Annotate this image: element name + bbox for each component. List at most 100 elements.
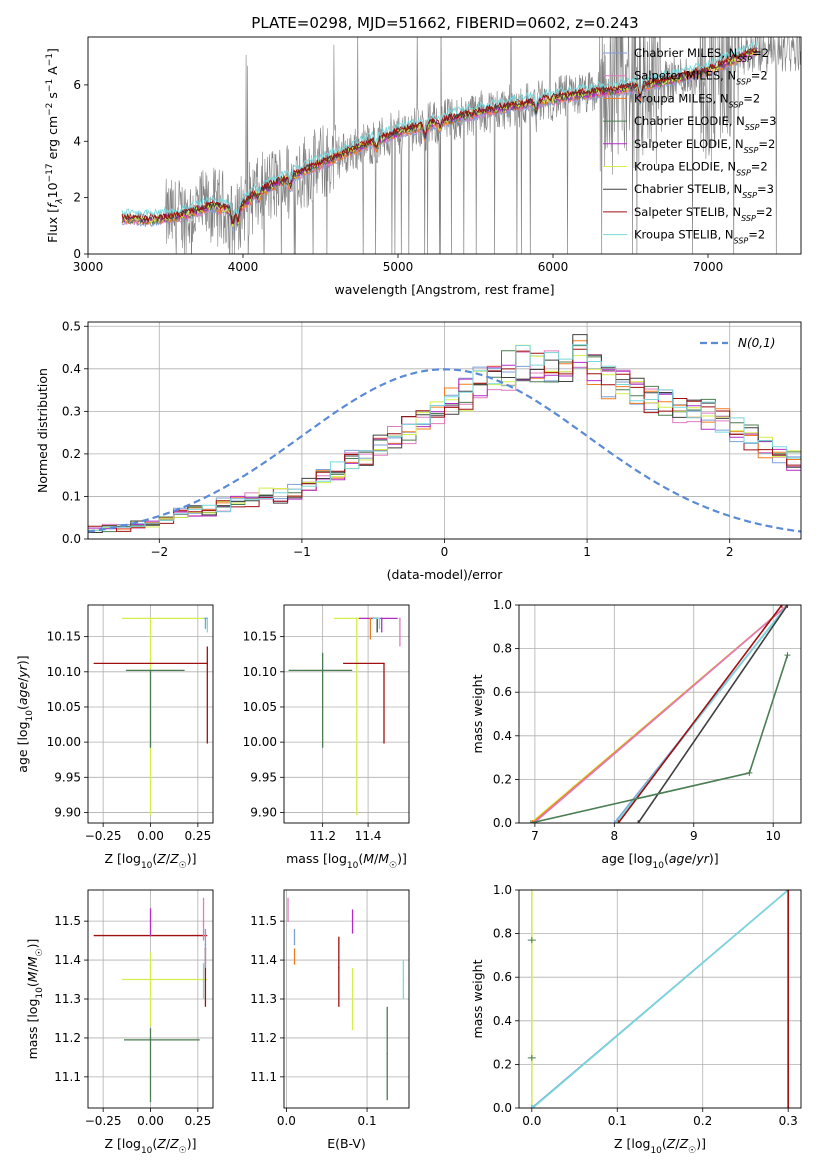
mass_vs_EBV-axes: 0.0 0.1 11.1 11.2 11.3 11.4 11.5 E(B-V) [250, 890, 409, 1151]
mass-weight-marker [615, 820, 622, 823]
y-tick-label: 2 [73, 191, 81, 205]
y-tick-label: 11.5 [54, 914, 81, 928]
data-point [321, 669, 324, 672]
data-point [293, 943, 296, 946]
mass-weight-marker [635, 820, 642, 823]
age_vs_Z-xlabel: Z [log10(Z/Z☉)] [104, 851, 196, 871]
data-point [149, 934, 152, 937]
data-point [338, 967, 340, 969]
y-tick-label: 0.2 [493, 1057, 512, 1071]
spectrum-axes: 3000 4000 5000 6000 7000 0 2 4 6 wavelength [Angs… [45, 48, 723, 297]
model-spectrum-kroupa-stelib [121, 41, 758, 218]
y-tick-label: 0.6 [493, 685, 512, 699]
x-tick-label: 1 [583, 545, 591, 559]
y-tick-label: 0.8 [493, 927, 512, 941]
data-point [399, 617, 401, 620]
mass-weight-marker [531, 820, 538, 823]
mass_vs_EBV-frame [283, 889, 410, 1109]
legend-label: Kroupa MILES, NSSP=2 [634, 91, 760, 109]
y-tick-label: 11.4 [54, 953, 81, 967]
x-tick-label: 0.0 [277, 1114, 296, 1128]
x-tick-label: 6000 [538, 260, 569, 274]
legend-label: Chabrier ELODIE, NSSP=3 [634, 114, 776, 132]
x-tick-label: 10 [766, 829, 781, 843]
data-point [293, 963, 296, 965]
x-tick-label: 5000 [383, 260, 414, 274]
mass_weight_vs_Z-ylabel: mass weight [470, 959, 485, 1038]
mass_vs_EBV-xlabel: E(B-V) [327, 1136, 366, 1151]
x-tick-label: 0.0 [522, 1114, 541, 1128]
mass-weight-line [617, 605, 783, 823]
x-tick-label: −2 [150, 545, 168, 559]
data-point [355, 617, 358, 620]
model-spectrum-kroupa-elodie [121, 48, 758, 227]
figure-title: PLATE=0298, MJD=51662, FIBERID=0602, z=0… [251, 14, 638, 32]
data-point [149, 669, 152, 672]
mass-weight-marker [611, 820, 618, 823]
y-tick-label: 0.0 [493, 816, 512, 830]
mass-weight-marker [527, 937, 536, 944]
mass_weight_vs_age-axes: 7 8 9 10 0.0 0.2 0.4 0.6 0.8 1.0 age [log10(age/yr… [470, 598, 801, 871]
mass-weight-marker [529, 1105, 536, 1108]
x-tick-label: 0.3 [779, 1114, 798, 1128]
panels-layer: 3000 4000 5000 6000 7000 0 2 4 6 wavelength [Angs… [15, 36, 802, 1156]
y-tick-label: 0.4 [493, 729, 512, 743]
y-tick-label: 11.2 [54, 1031, 81, 1045]
y-tick-label: 1.0 [493, 883, 512, 897]
y-tick-label: 6 [73, 78, 81, 92]
data-point [287, 920, 289, 922]
residuals-frame [87, 321, 802, 540]
legend-label: Kroupa STELIB, NSSP=2 [634, 228, 765, 246]
mass-weight-marker [784, 605, 791, 608]
age_vs_mass-xlabel: mass [log10(M/M☉)] [286, 851, 407, 871]
mass-weight-line [533, 605, 789, 823]
y-tick-label: 0.2 [62, 447, 81, 461]
mass-weight-marker [612, 820, 619, 823]
residuals-xlabel: (data-model)/error [387, 567, 504, 582]
mass_weight_vs_Z-xlabel: Z [log10(Z/Z☉)] [614, 1136, 706, 1156]
data-point [204, 943, 207, 946]
model-spectrum-salpeter-stelib [121, 44, 758, 224]
mass-weight-line [615, 605, 789, 823]
y-tick-label: 11.2 [250, 1031, 277, 1045]
y-tick-label: 10.10 [47, 665, 81, 679]
y-tick-label: 9.90 [250, 805, 277, 819]
y-tick-label: 11.3 [250, 992, 277, 1006]
mass-weight-line [532, 890, 789, 1108]
data-point [378, 617, 381, 620]
legend-label: Salpeter STELIB, NSSP=2 [634, 205, 773, 223]
data-point [380, 617, 383, 620]
y-tick-label: 9.95 [250, 770, 277, 784]
y-tick-label: 0.1 [62, 489, 81, 503]
x-tick-label: 0.00 [137, 829, 164, 843]
mass_weight_vs_age-xlabel: age [log10(age/yr)] [601, 851, 718, 871]
x-tick-label: 11.4 [355, 829, 382, 843]
y-tick-label: 9.90 [54, 805, 81, 819]
data-point [202, 920, 205, 922]
mass-weight-marker [528, 1105, 535, 1108]
data-spectrum-line [122, 37, 801, 254]
x-tick-label: 0.2 [693, 1114, 712, 1128]
age_vs_Z-frame [87, 604, 214, 824]
data-point [369, 617, 372, 620]
y-tick-label: 0 [73, 247, 81, 261]
age_vs_Z-axes: −0.25 0.00 0.25 9.90 9.95 10.00 10.05 10.10 10.1… [15, 605, 213, 871]
normal-legend-label: N(0,1) [738, 336, 775, 350]
y-tick-label: 0.8 [493, 642, 512, 656]
mass-weight-marker [527, 1054, 536, 1061]
data-point [149, 978, 152, 981]
y-tick-label: 0.0 [493, 1101, 512, 1115]
y-tick-label: 0.4 [493, 1014, 512, 1028]
mass_weight_vs_Z-lines [527, 890, 792, 1108]
data-point [204, 617, 207, 620]
y-tick-label: 11.1 [250, 1070, 277, 1084]
y-tick-label: 0.5 [62, 319, 81, 333]
y-tick-label: 10.05 [243, 700, 277, 714]
x-tick-label: 0.25 [184, 829, 211, 843]
y-tick-label: 0.0 [62, 532, 81, 546]
x-tick-label: 2 [726, 545, 734, 559]
mass_vs_Z-frame [87, 889, 214, 1109]
y-tick-label: 4 [73, 134, 81, 148]
mass-weight-marker [785, 890, 792, 893]
x-tick-label: 0.00 [137, 1114, 164, 1128]
